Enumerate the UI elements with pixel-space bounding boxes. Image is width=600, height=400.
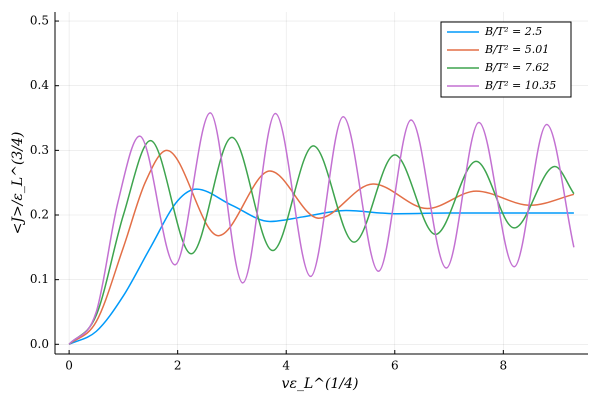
x-tick-label: 6	[391, 359, 399, 373]
x-tick-label: 0	[65, 359, 73, 373]
y-tick-label: 0.0	[30, 337, 49, 351]
x-tick-label: 4	[282, 359, 290, 373]
x-tick-label: 2	[174, 359, 182, 373]
y-tick-label: 0.4	[30, 78, 49, 92]
y-axis-label: <J>/ε_L^(3/4)	[10, 132, 26, 235]
legend-label: B/T² = 10.35	[484, 79, 556, 92]
line-series	[68, 149, 575, 345]
y-tick-label: 0.1	[30, 272, 49, 286]
legend-label: B/T² = 5.01	[484, 43, 549, 56]
x-tick-label: 8	[500, 359, 508, 373]
line-series	[68, 112, 575, 345]
legend-label: B/T² = 2.5	[484, 25, 542, 38]
legend-label: B/T² = 7.62	[484, 61, 549, 74]
line-series	[68, 136, 575, 345]
line-series	[68, 188, 574, 345]
y-tick-label: 0.5	[30, 14, 49, 28]
legend-box	[440, 21, 572, 98]
x-axis-label: vε_L^(1/4)	[282, 376, 359, 392]
y-tick-label: 0.2	[30, 208, 49, 222]
y-tick-label: 0.3	[30, 143, 49, 157]
